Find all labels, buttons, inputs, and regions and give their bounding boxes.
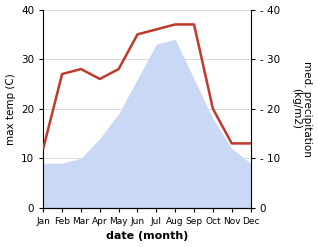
X-axis label: date (month): date (month) (106, 231, 188, 242)
Y-axis label: med. precipitation
(kg/m2): med. precipitation (kg/m2) (291, 61, 313, 157)
Y-axis label: max temp (C): max temp (C) (5, 73, 16, 144)
